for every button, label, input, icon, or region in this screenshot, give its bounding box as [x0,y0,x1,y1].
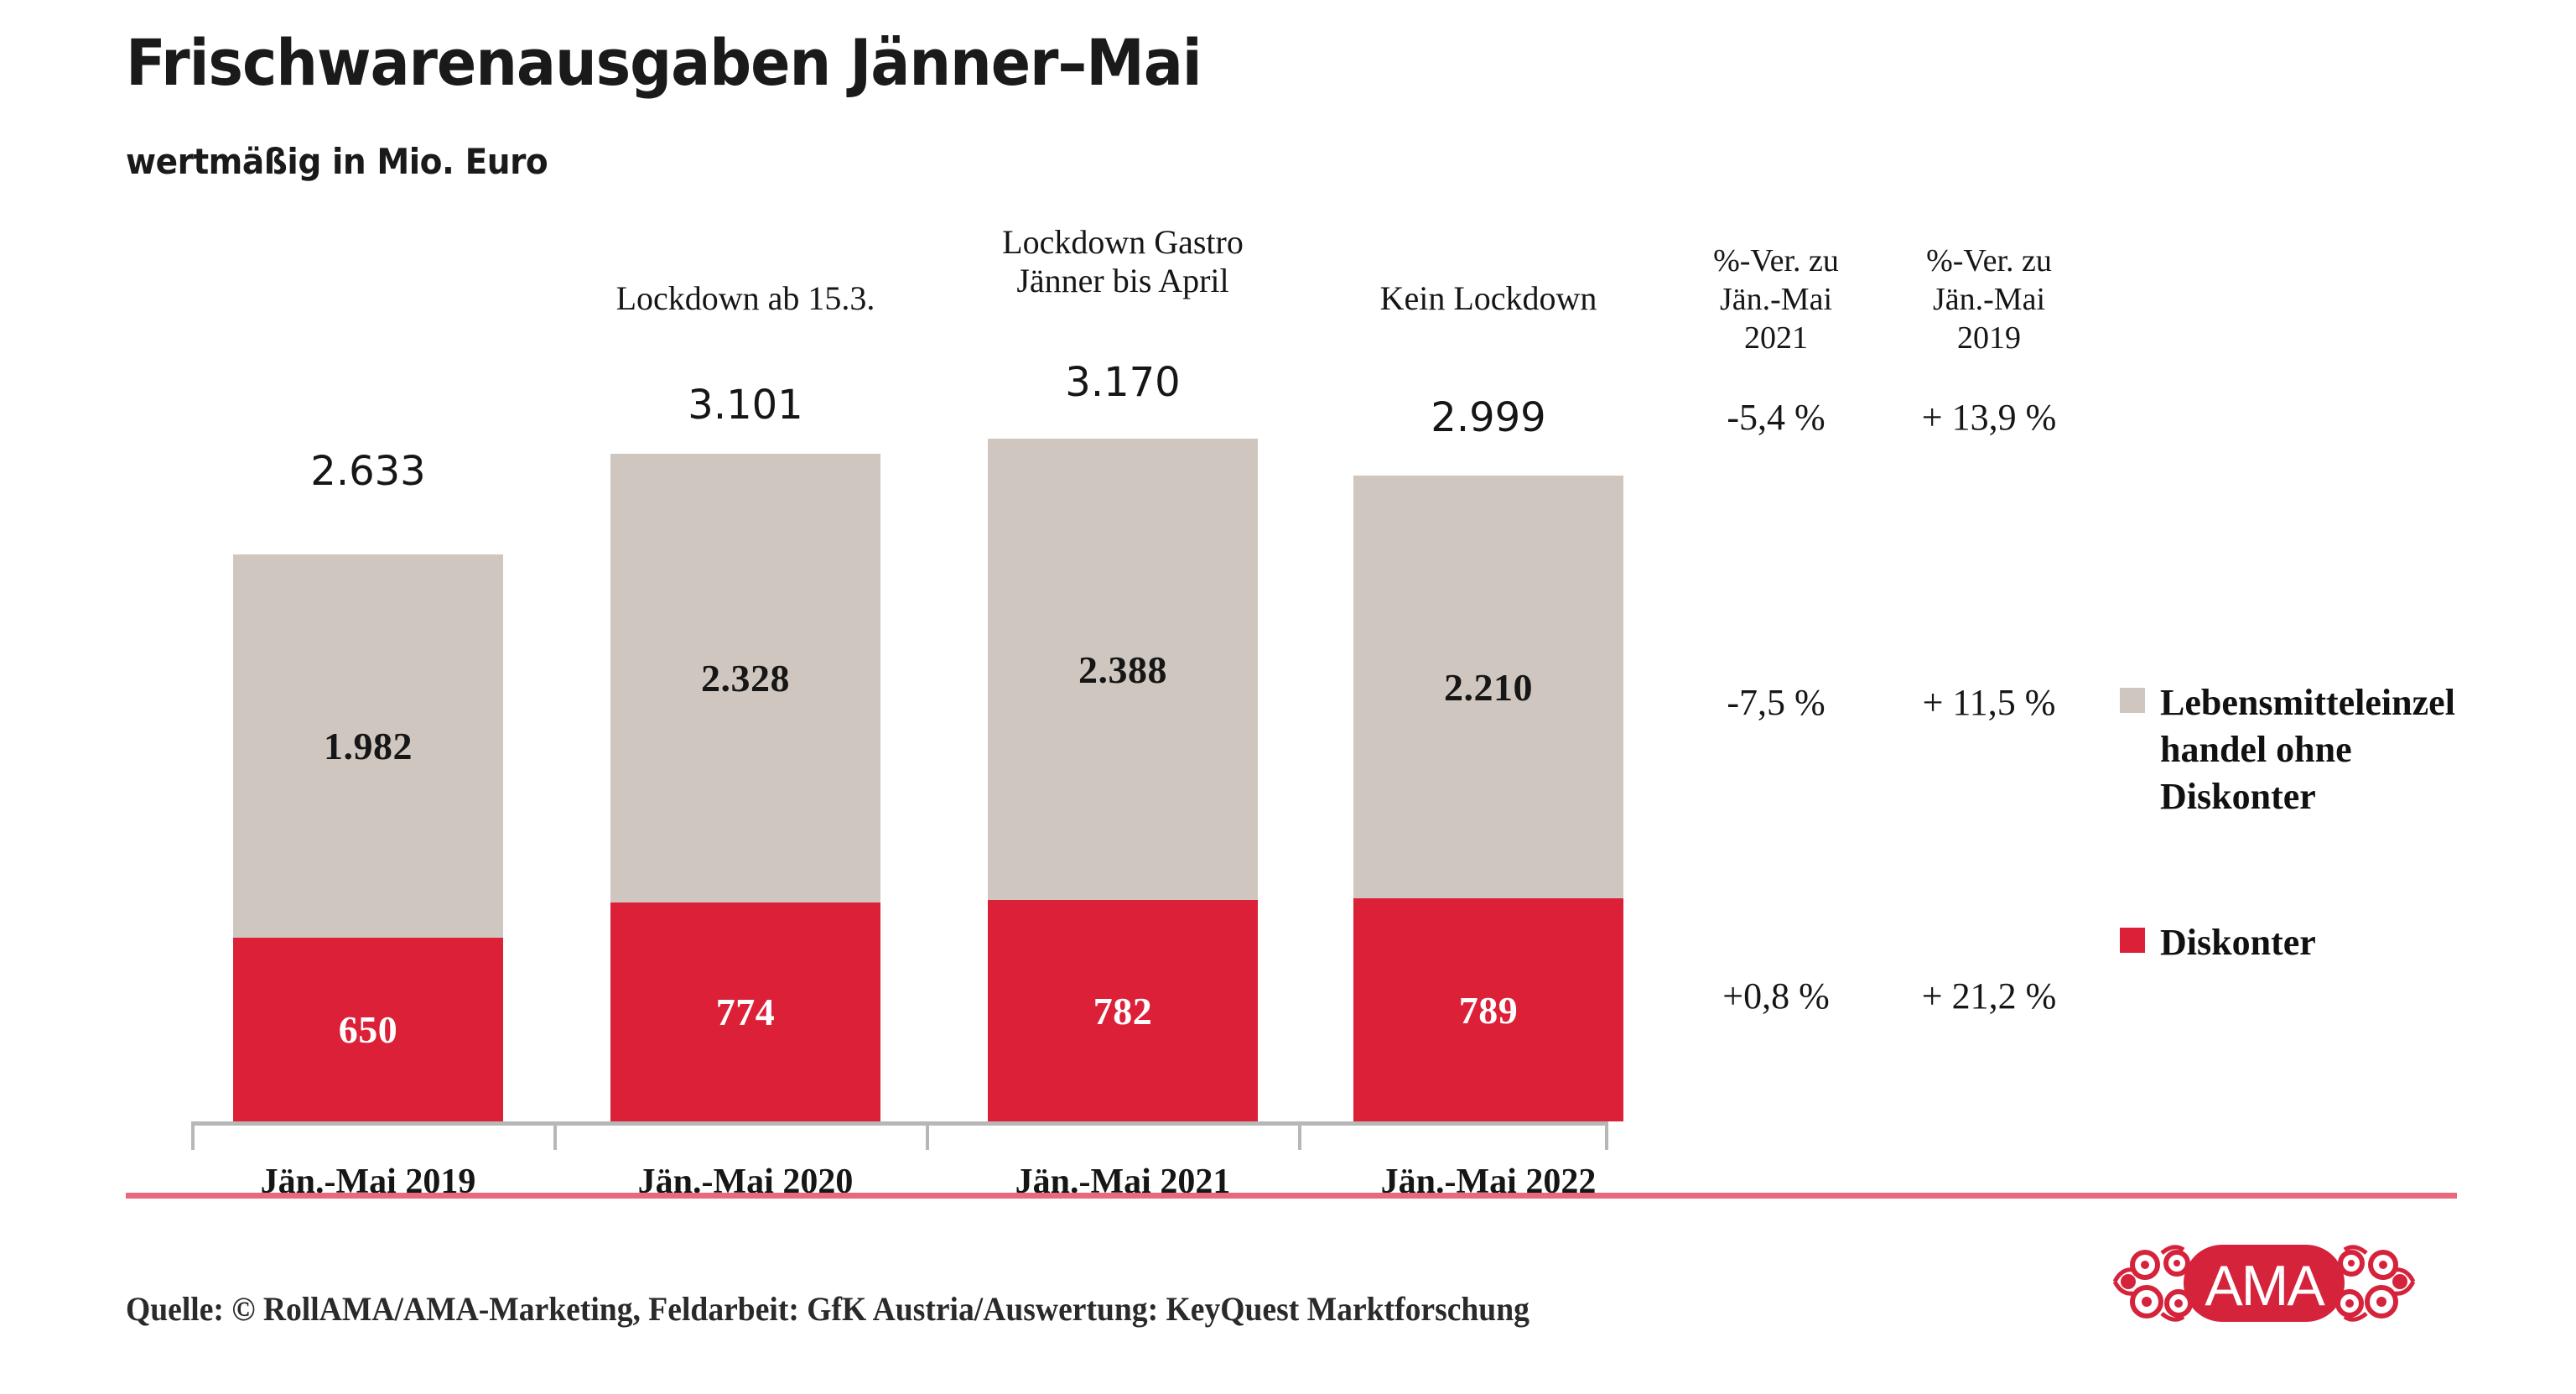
bar-segment-upper-label-3: 2.210 [1444,665,1533,709]
bar-segment-upper-label-2: 2.388 [1078,648,1167,691]
bar-group-2: Lockdown Gastro Jänner bis April 3.170 2… [988,0,1258,1201]
source-note: Quelle: © RollAMA/AMA-Marketing, Feldarb… [126,1290,1530,1328]
legend-item-diskonter[interactable]: Diskonter [2120,919,2556,966]
bar-group-3: Kein Lockdown 2.999 2.210 789 Jän.-Mai 2… [1353,0,1623,1201]
plot-area: 2.633 1.982 650 Jän.-Mai 2019 Lockdown a… [191,0,1623,1201]
percent-column-header-2019: %-Ver. zu Jän.-Mai 2019 [1926,243,2052,356]
bar-group-1: Lockdown ab 15.3. 3.101 2.328 774 Jän.-M… [610,0,880,1201]
percent-total-2019: + 13,9 % [1921,397,2057,438]
bar-segment-upper-1[interactable]: 2.328 [610,454,880,902]
bar-stack-3: 2.210 789 [1353,476,1623,1121]
bar-stack-0: 1.982 650 [233,554,503,1121]
bar-segment-upper-2[interactable]: 2.388 [988,439,1258,900]
x-axis-tick-1 [553,1121,557,1150]
x-axis-tick-2 [926,1121,929,1150]
x-axis-tick-start [191,1121,195,1150]
bar-group-0: 2.633 1.982 650 Jän.-Mai 2019 [233,0,503,1201]
percent-total-2021: -5,4 % [1727,397,1826,438]
bar-segment-lower-3[interactable]: 789 [1353,898,1623,1121]
footer-divider [126,1193,2457,1199]
percent-lower-2021: +0,8 % [1722,975,1830,1017]
bar-total-0: 2.633 [310,448,426,495]
bar-total-2: 3.170 [1065,359,1181,406]
bar-annotation-1: Lockdown ab 15.3. [615,279,875,317]
legend-item-lebensmitteleinzelhandel[interactable]: Lebensmitteleinzel handel ohne Diskonter [2120,679,2556,820]
ama-logo: AMA [2096,1215,2432,1349]
bar-segment-lower-2[interactable]: 782 [988,900,1258,1121]
bar-stack-1: 2.328 774 [610,454,880,1121]
percent-upper-2019: + 11,5 % [1922,682,2056,723]
x-axis-tick-end [1605,1121,1608,1150]
bar-stack-2: 2.388 782 [988,439,1258,1121]
bar-total-3: 2.999 [1431,394,1546,441]
legend-swatch-icon-lower [2120,928,2145,953]
percent-upper-2021: -7,5 % [1727,682,1826,723]
bar-segment-lower-label-2: 782 [1093,989,1153,1032]
bar-segment-upper-3[interactable]: 2.210 [1353,476,1623,898]
ama-logo-icon: AMA [2112,1245,2416,1322]
bar-total-1: 3.101 [688,382,803,429]
x-axis-tick-3 [1298,1121,1301,1150]
ama-logo-text: AMA [2205,1254,2325,1318]
bar-segment-lower-label-0: 650 [338,1008,398,1051]
x-axis-line [191,1121,1608,1126]
bar-annotation-2: Lockdown Gastro Jänner bis April [1002,223,1244,299]
bar-segment-lower-label-1: 774 [715,991,776,1033]
bar-annotation-3: Kein Lockdown [1379,279,1597,317]
legend-label-lower: Diskonter [2160,922,2316,963]
legend-swatch-icon-upper [2120,688,2145,713]
bar-segment-lower-0[interactable]: 650 [233,938,503,1121]
bar-segment-lower-label-3: 789 [1458,988,1519,1032]
legend-label-upper: Lebensmitteleinzel handel ohne Diskonter [2160,682,2455,817]
bar-segment-upper-label-0: 1.982 [324,725,413,767]
percent-column-header-2021: %-Ver. zu Jän.-Mai 2021 [1713,243,1839,356]
bar-segment-upper-label-1: 2.328 [701,657,790,700]
percent-lower-2019: + 21,2 % [1921,975,2057,1017]
bar-segment-upper-0[interactable]: 1.982 [233,554,503,938]
bar-segment-lower-1[interactable]: 774 [610,902,880,1121]
page-subtitle: wertmäßig in Mio. Euro [126,141,548,182]
page-title: Frischwarenausgaben Jänner–Mai [126,25,1202,100]
